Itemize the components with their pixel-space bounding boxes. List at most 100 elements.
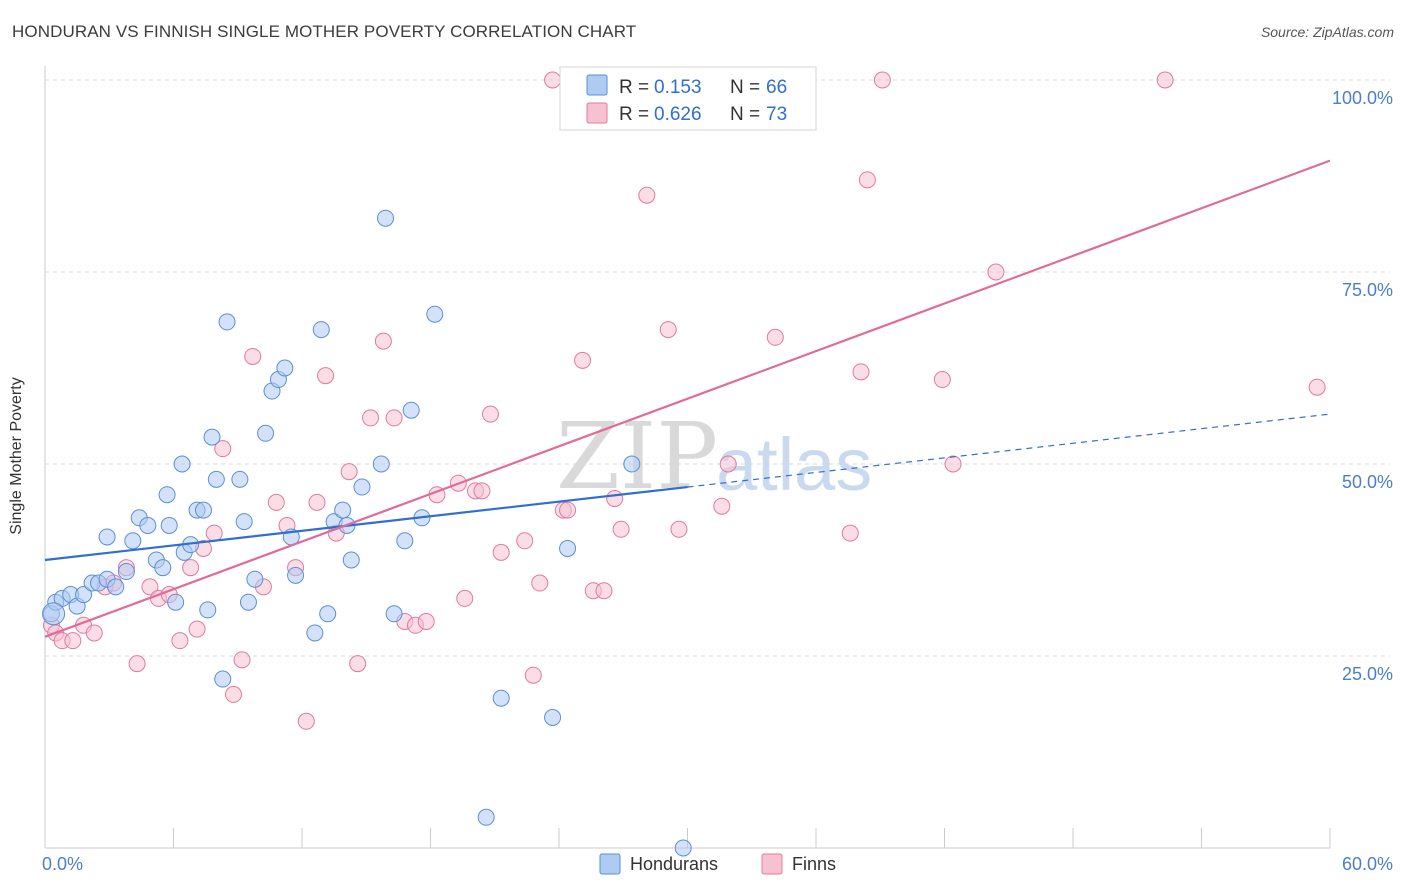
finn-point — [141, 578, 159, 596]
finn-point — [659, 321, 677, 339]
finn-point — [481, 405, 499, 423]
finn-point — [317, 367, 335, 385]
y-tick-label: 25.0% — [1342, 664, 1393, 684]
honduran-point — [139, 516, 157, 534]
finn-point — [841, 524, 859, 542]
honduran-point — [342, 551, 360, 569]
honduran-point — [287, 566, 305, 584]
honduran-point — [492, 689, 510, 707]
finn-point — [852, 363, 870, 381]
honduran-point — [214, 670, 232, 688]
honduran-point — [477, 808, 495, 826]
bottom-legend-swatch-finns — [761, 853, 783, 875]
honduran-point — [107, 578, 125, 596]
y-tick-labels: 25.0% 50.0% 75.0% 100.0% — [1332, 88, 1393, 684]
finn-point — [182, 559, 200, 577]
honduran-point — [402, 401, 420, 419]
legend-r-value-hondurans: 0.153 — [654, 77, 702, 98]
honduran-point — [559, 539, 577, 557]
honduran-point — [544, 708, 562, 726]
finn-point — [244, 347, 262, 365]
honduran-point — [257, 424, 275, 442]
finn-point — [1308, 378, 1326, 396]
honduran-point — [334, 501, 352, 519]
finn-point — [933, 371, 951, 389]
honduran-point — [372, 455, 390, 473]
finn-point — [574, 351, 592, 369]
finn-point — [340, 463, 358, 481]
honduran-point — [117, 563, 135, 581]
x-tick-labels: 0.0% 60.0% — [42, 854, 1393, 874]
finn-point — [473, 482, 491, 500]
honduran-point — [199, 601, 217, 619]
watermark-atlas: atlas — [716, 423, 872, 506]
honduran-point — [124, 532, 142, 550]
honduran-point — [276, 359, 294, 377]
honduran-point — [623, 455, 641, 473]
honduran-point — [98, 528, 116, 546]
finn-point — [944, 455, 962, 473]
finn-point — [205, 524, 223, 542]
honduran-point — [674, 839, 692, 857]
honduran-point — [203, 428, 221, 446]
source-credit: Source: ZipAtlas.com — [1260, 24, 1394, 40]
honduran-point — [385, 605, 403, 623]
honduran-point — [160, 516, 178, 534]
y-tick-label: 50.0% — [1342, 472, 1393, 492]
finn-point — [516, 532, 534, 550]
honduran-point — [312, 321, 330, 339]
y-tick-label: 75.0% — [1342, 280, 1393, 300]
honduran-point — [396, 532, 414, 550]
finn-point — [858, 171, 876, 189]
finn-point — [559, 501, 577, 519]
grid-lines — [45, 79, 1390, 657]
chart-title: HONDURAN VS FINNISH SINGLE MOTHER POVERT… — [12, 22, 637, 41]
honduran-point — [231, 470, 249, 488]
finn-point — [188, 620, 206, 638]
honduran-point — [218, 313, 236, 331]
honduran-point — [239, 593, 257, 611]
honduran-point — [167, 593, 185, 611]
finn-point — [987, 263, 1005, 281]
legend-r-value-finns: 0.626 — [654, 104, 702, 125]
finn-point — [606, 490, 624, 508]
legend-swatch-hondurans — [586, 74, 608, 96]
honduran-point — [377, 209, 395, 227]
honduran-point — [42, 602, 66, 626]
finn-point — [524, 666, 542, 684]
honduran-point — [154, 559, 172, 577]
hondurans-trend-extension — [687, 413, 1331, 488]
finn-point — [233, 651, 251, 669]
x-tick-label: 0.0% — [42, 854, 83, 874]
honduran-point — [75, 586, 93, 604]
honduran-point — [158, 486, 176, 504]
finn-point — [492, 543, 510, 561]
watermark-zip: ZIP — [556, 403, 718, 510]
honduran-point — [173, 455, 191, 473]
finn-point — [224, 685, 242, 703]
hondurans-trend-line — [44, 485, 688, 562]
finn-point — [873, 71, 891, 89]
honduran-point — [306, 624, 324, 642]
honduran-point — [426, 305, 444, 323]
y-tick-label: 100.0% — [1332, 88, 1393, 108]
legend-r-label-finns: R = — [619, 104, 654, 125]
honduran-point — [194, 501, 212, 519]
finn-point — [670, 520, 688, 538]
finn-point — [713, 497, 731, 515]
finn-point — [766, 328, 784, 346]
finn-point — [417, 612, 435, 630]
finn-point — [638, 186, 656, 204]
finn-point — [374, 332, 392, 350]
legend-n-label-hondurans: N = — [730, 77, 765, 98]
legend-swatch-finns — [586, 102, 608, 124]
finn-point — [214, 440, 232, 458]
finn-point — [171, 632, 189, 650]
legend-n-value-finns: 73 — [766, 104, 787, 125]
finn-point — [297, 712, 315, 730]
finns-trend-line — [44, 159, 1331, 638]
bottom-legend-swatch-hondurans — [599, 853, 621, 875]
finn-point — [64, 632, 82, 650]
bottom-legend-finns: Finns — [792, 854, 836, 874]
